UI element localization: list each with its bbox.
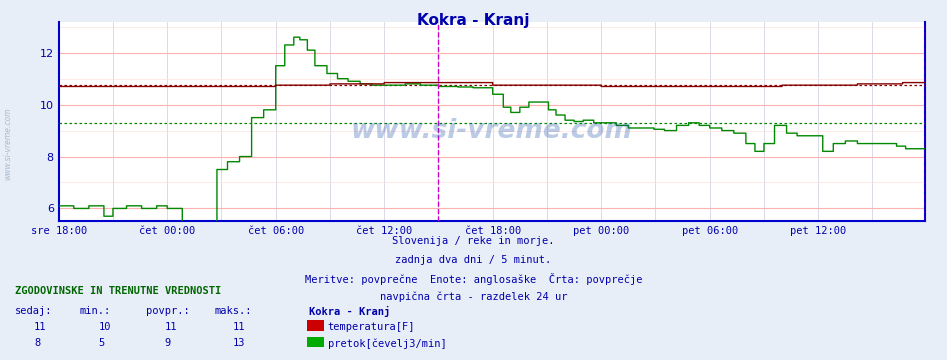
Text: Kokra - Kranj: Kokra - Kranj [309,306,390,317]
Text: maks.:: maks.: [214,306,252,316]
Text: min.:: min.: [80,306,111,316]
Text: ZGODOVINSKE IN TRENUTNE VREDNOSTI: ZGODOVINSKE IN TRENUTNE VREDNOSTI [15,286,222,296]
Text: 11: 11 [34,322,46,332]
Text: 10: 10 [98,322,111,332]
Text: 5: 5 [98,338,105,348]
Text: Kokra - Kranj: Kokra - Kranj [418,13,529,28]
Text: 11: 11 [233,322,245,332]
Text: pretok[čevelj3/min]: pretok[čevelj3/min] [328,338,446,349]
Text: povpr.:: povpr.: [146,306,189,316]
Text: navpična črta - razdelek 24 ur: navpična črta - razdelek 24 ur [380,292,567,302]
Text: 8: 8 [34,338,41,348]
Text: Slovenija / reke in morje.: Slovenija / reke in morje. [392,236,555,246]
Text: 13: 13 [233,338,245,348]
Text: temperatura[F]: temperatura[F] [328,322,415,332]
Text: www.si-vreme.com: www.si-vreme.com [351,118,633,144]
Text: sedaj:: sedaj: [15,306,53,316]
Text: zadnja dva dni / 5 minut.: zadnja dva dni / 5 minut. [396,255,551,265]
Text: 11: 11 [165,322,177,332]
Text: www.si-vreme.com: www.si-vreme.com [3,108,12,180]
Text: Meritve: povprečne  Enote: anglosaške  Črta: povprečje: Meritve: povprečne Enote: anglosaške Črt… [305,273,642,285]
Text: 9: 9 [165,338,171,348]
